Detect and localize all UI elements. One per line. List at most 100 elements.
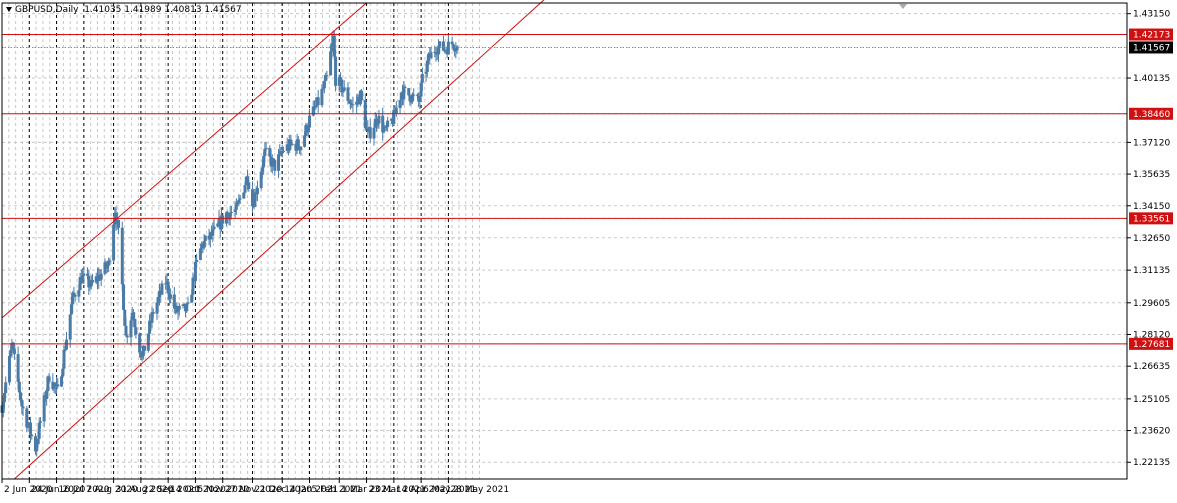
candle-body [221, 215, 225, 224]
candle-body [339, 77, 343, 80]
candle-body [193, 261, 197, 282]
candle-body [151, 312, 155, 314]
candle-body [228, 212, 232, 220]
candle-body [216, 223, 220, 227]
candle-body [408, 95, 412, 102]
candle-body [20, 400, 24, 407]
level-price-label: 1.33561 [1133, 214, 1170, 224]
candle-body [38, 421, 42, 423]
candle-body [166, 281, 170, 294]
candle-body [68, 314, 72, 340]
candle-body [117, 219, 121, 228]
candle-body [329, 51, 333, 76]
candle-body [322, 80, 326, 89]
candle-body [382, 127, 386, 133]
candle-body [234, 204, 238, 210]
candle-body [195, 259, 199, 262]
candle-body [72, 292, 76, 295]
candle-body [108, 260, 112, 262]
candle-body [33, 436, 37, 452]
candle-body [280, 151, 284, 154]
y-tick-label: 1.32650 [1133, 234, 1170, 244]
candle-body [133, 318, 137, 328]
candle-body [420, 73, 424, 83]
y-tick-label: 1.28120 [1133, 330, 1170, 340]
candle-body [263, 148, 267, 156]
candle-body [89, 280, 93, 287]
y-tick-label: 1.25105 [1133, 395, 1170, 405]
candle-body [255, 187, 259, 195]
candle-body [198, 248, 202, 260]
current-price-badge [1129, 41, 1173, 54]
candle-body [238, 198, 242, 200]
candle-body [61, 368, 65, 377]
candle-body [86, 273, 90, 276]
candle-body [340, 79, 344, 93]
candle-body [360, 90, 364, 101]
candle-body [450, 41, 454, 45]
level-price-badge [1129, 337, 1173, 350]
candle-body [148, 320, 152, 334]
candle-body [272, 158, 276, 160]
y-tick-label: 1.22135 [1133, 458, 1170, 468]
y-tick-label: 1.37120 [1133, 138, 1170, 148]
candle-body [4, 382, 8, 393]
candle-body [453, 47, 457, 51]
candle-body [35, 443, 39, 452]
collapse-triangle-icon[interactable] [6, 7, 12, 12]
candle-body [281, 150, 285, 152]
x-tick-label: 27 Nov 2020 [225, 485, 283, 495]
candle-body [12, 348, 16, 355]
candle-body [175, 305, 179, 313]
candle-body [150, 312, 154, 323]
candle-body [122, 284, 126, 310]
candle-body [169, 294, 173, 299]
candle-body [78, 277, 82, 291]
candle-body [104, 262, 108, 269]
candle-body [208, 232, 212, 240]
y-tick-label: 1.31135 [1133, 266, 1170, 276]
candle-body [172, 294, 176, 309]
candle-body [308, 115, 312, 128]
candle-body [415, 94, 419, 96]
candle-body [62, 349, 66, 369]
candle-body [372, 127, 376, 139]
candle-body [36, 438, 40, 444]
y-tick-label: 1.43150 [1133, 10, 1170, 20]
candle-body [87, 275, 91, 288]
candle-body [311, 106, 315, 116]
candle-body [434, 51, 438, 54]
candle-body [289, 139, 293, 145]
candle-body [247, 182, 251, 190]
x-tick-label: 16 Jul 2020 [59, 485, 110, 495]
candle-body [418, 96, 422, 102]
y-tick-label: 1.35635 [1133, 170, 1170, 180]
y-tick-label: 1.29605 [1133, 299, 1170, 309]
candle-body [123, 309, 127, 326]
candle-body [141, 345, 145, 357]
candle-body [394, 108, 398, 114]
candle-body [342, 87, 346, 91]
candle-body [296, 139, 300, 148]
level-price-badge [1129, 28, 1173, 41]
candle-body [264, 148, 268, 150]
candle-body [314, 105, 318, 108]
x-tick-label: 7 Aug 2020 [86, 485, 138, 495]
candle-body [1, 402, 5, 413]
candle-body [243, 185, 247, 193]
candle-body [47, 376, 51, 382]
candle-body [107, 260, 111, 266]
candle-body [303, 135, 307, 147]
candle-body [186, 302, 190, 304]
plot-frame [1, 2, 1128, 480]
candle-body [164, 283, 168, 285]
channel-line-lower [14, 0, 545, 480]
candle-body [60, 376, 64, 387]
candle-body [402, 86, 406, 100]
candle-body [429, 52, 433, 59]
candle-body [29, 422, 33, 435]
symbol-name: GBPUSD,Daily [15, 5, 79, 15]
candle-body [190, 294, 194, 303]
